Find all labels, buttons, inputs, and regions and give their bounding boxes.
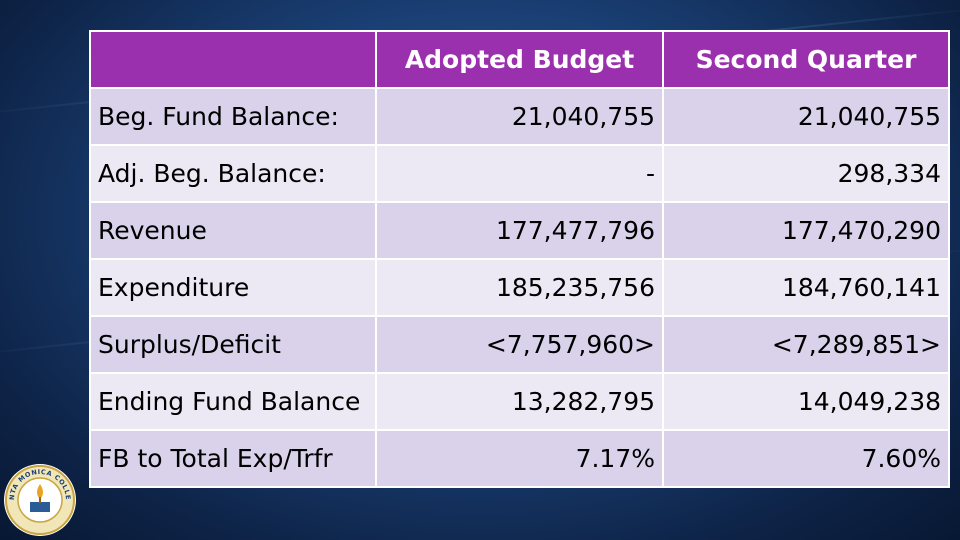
table-header-row: Adopted Budget Second Quarter <box>89 30 950 89</box>
second-quarter-value: 298,334 <box>662 144 950 203</box>
row-label: Expenditure <box>89 258 377 317</box>
table-row: Expenditure 185,235,756 184,760,141 <box>89 258 950 317</box>
second-quarter-value: 184,760,141 <box>662 258 950 317</box>
college-seal-icon: SANTA MONICA COLLEGE <box>2 462 76 536</box>
budget-table: Adopted Budget Second Quarter Beg. Fund … <box>89 30 950 488</box>
header-adopted-budget: Adopted Budget <box>375 30 664 89</box>
adopted-budget-value: - <box>375 144 664 203</box>
adopted-budget-value: 7.17% <box>375 429 664 488</box>
adopted-budget-value: <7,757,960> <box>375 315 664 374</box>
adopted-budget-value: 21,040,755 <box>375 87 664 146</box>
row-label: Adj. Beg. Balance: <box>89 144 377 203</box>
adopted-budget-value: 177,477,796 <box>375 201 664 260</box>
adopted-budget-value: 185,235,756 <box>375 258 664 317</box>
second-quarter-value: <7,289,851> <box>662 315 950 374</box>
row-label: Beg. Fund Balance: <box>89 87 377 146</box>
second-quarter-value: 177,470,290 <box>662 201 950 260</box>
table-row: Beg. Fund Balance: 21,040,755 21,040,755 <box>89 87 950 146</box>
second-quarter-value: 7.60% <box>662 429 950 488</box>
table-row: Revenue 177,477,796 177,470,290 <box>89 201 950 260</box>
row-label: Surplus/Deficit <box>89 315 377 374</box>
row-label: Revenue <box>89 201 377 260</box>
header-cell-blank <box>89 30 377 89</box>
table-row: Ending Fund Balance 13,282,795 14,049,238 <box>89 372 950 431</box>
adopted-budget-value: 13,282,795 <box>375 372 664 431</box>
table-row: Adj. Beg. Balance: -298,334 <box>89 144 950 203</box>
second-quarter-value: 21,040,755 <box>662 87 950 146</box>
second-quarter-value: 14,049,238 <box>662 372 950 431</box>
row-label: Ending Fund Balance <box>89 372 377 431</box>
table-row: Surplus/Deficit <7,757,960> <7,289,851> <box>89 315 950 374</box>
table-row: FB to Total Exp/Trfr 7.17% 7.60% <box>89 429 950 488</box>
header-second-quarter: Second Quarter <box>662 30 950 89</box>
row-label: FB to Total Exp/Trfr <box>89 429 377 488</box>
